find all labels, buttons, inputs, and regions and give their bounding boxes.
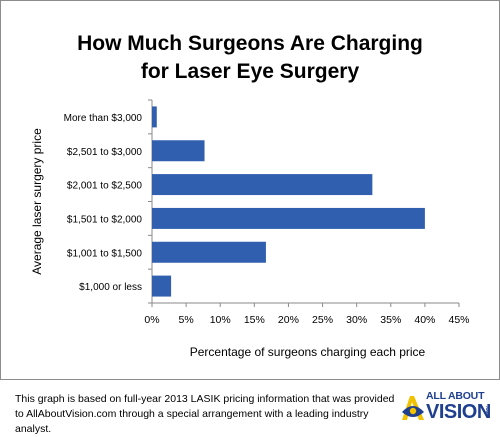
y-tick-label: $1,001 to $1,500 [67,248,143,259]
x-tick-label: 0% [144,314,159,326]
y-tick-label: $2,501 to $3,000 [67,147,143,158]
bar [152,140,205,162]
y-axis-title: Average laser surgery price [30,128,44,275]
y-tick-label: $1,000 or less [79,282,142,293]
bar [152,174,373,196]
bar [152,106,157,128]
chart-title-line-2: for Laser Eye Surgery [140,60,360,83]
all-about-vision-logo: ALL ABOUT VISION .com [400,388,492,426]
bar [152,207,425,229]
x-tick-label: 35% [380,314,401,326]
x-axis-title: Percentage of surgeons charging each pri… [190,345,426,359]
y-tick-label: More than $3,000 [64,113,143,124]
bar-chart: 0% 5% 10% 15% 20% 25% 30% 35% 40% 45% More than $3… [30,99,470,359]
logo-text-top: ALL ABOUT [426,390,485,402]
logo-text-main: VISION [426,401,491,423]
x-tick-label: 40% [414,314,435,326]
bar [152,241,266,263]
logo-text-suffix: .com [484,406,490,418]
bar [152,275,172,297]
x-tick-label: 15% [244,314,265,326]
x-tick-label: 25% [312,314,333,326]
x-tick-label: 10% [210,314,231,326]
y-tick-label: $2,001 to $2,500 [67,181,143,192]
x-tick-label: 45% [448,314,469,326]
y-tick-label: $1,501 to $2,000 [67,214,143,225]
x-tick-label: 30% [346,314,367,326]
x-tick-label: 5% [179,314,194,326]
chart-title-line-1: How Much Surgeons Are Charging [77,32,423,55]
eye-logo-icon [402,396,424,420]
x-tick-label: 20% [278,314,299,326]
chart-title: How Much Surgeons Are Charging for Laser… [0,30,500,86]
footer-note: This graph is based on full-year 2013 LA… [15,393,395,435]
